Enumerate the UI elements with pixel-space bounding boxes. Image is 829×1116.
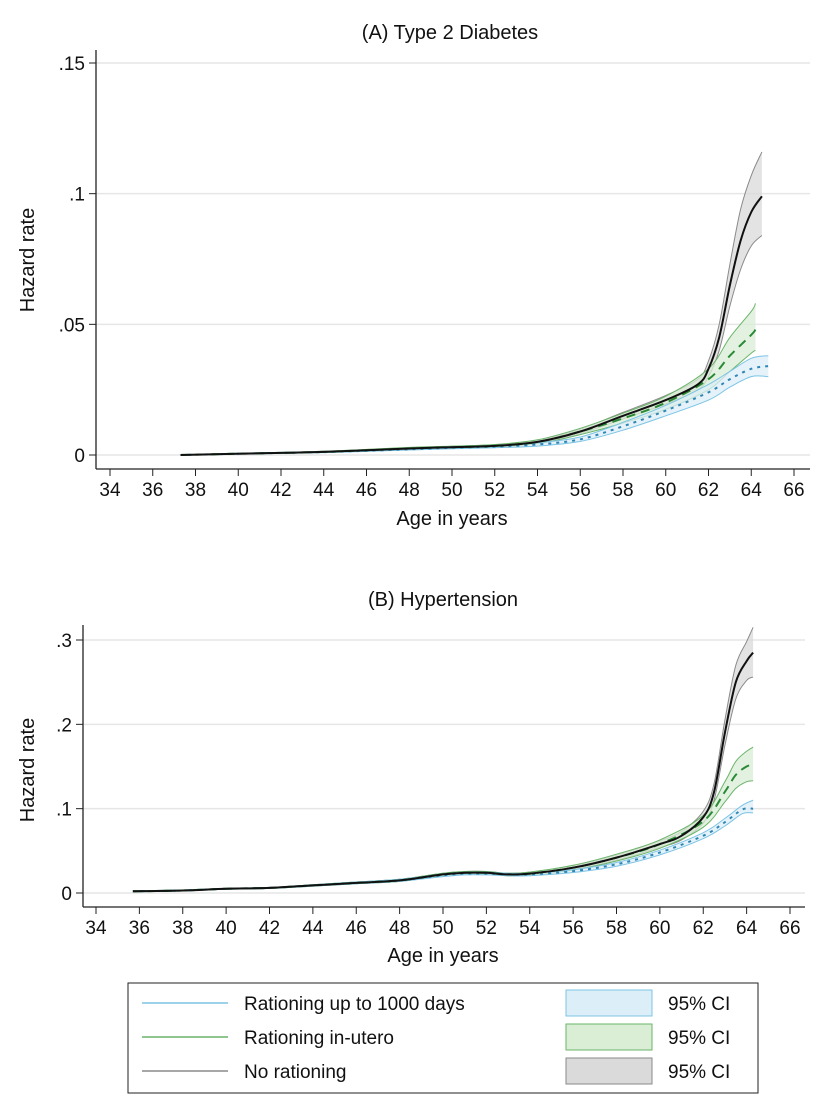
series-line-rationing-in-utero <box>180 328 757 456</box>
legend-box <box>127 982 759 1094</box>
y-tick-label: 0 <box>61 884 72 905</box>
x-tick-label: 38 <box>185 480 206 501</box>
x-tick-label: 48 <box>399 480 420 501</box>
y-tick-label: .2 <box>56 715 72 736</box>
panel-b-title: (B) Hypertension <box>368 589 518 611</box>
ci-lower-line <box>132 676 754 893</box>
y-tick-label: .1 <box>69 185 85 206</box>
x-tick-label: 34 <box>99 480 121 501</box>
panel-a-ylabel: Hazard rate <box>17 208 39 313</box>
x-tick-label: 58 <box>612 480 633 501</box>
ci-lower-line <box>180 235 763 456</box>
x-tick-label: 52 <box>484 480 505 501</box>
x-tick-label: 54 <box>519 918 541 939</box>
ci-band <box>132 800 754 892</box>
x-tick-label: 36 <box>129 918 150 939</box>
ci-band <box>132 747 754 892</box>
x-tick-label: 60 <box>655 480 676 501</box>
series-line-no-rationing <box>132 651 754 893</box>
legend-ci-label: 95% CI <box>668 1062 730 1083</box>
x-tick-label: 36 <box>142 480 163 501</box>
x-tick-label: 40 <box>228 480 249 501</box>
legend-ci-swatch <box>565 1057 653 1085</box>
series-line-rationing-in-utero <box>132 763 754 893</box>
x-tick-label: 46 <box>346 918 367 939</box>
x-tick-label: 44 <box>302 918 324 939</box>
x-tick-label: 64 <box>741 480 763 501</box>
panel-a-type2-diabetes: (A) Type 2 Diabetes Age in years Hazard … <box>17 22 810 530</box>
panel-b-ylabel: Hazard rate <box>17 718 39 823</box>
x-tick-label: 42 <box>270 480 291 501</box>
ci-lower-line <box>180 375 769 456</box>
x-tick-label: 46 <box>356 480 377 501</box>
x-tick-label: 54 <box>527 480 549 501</box>
x-tick-label: 50 <box>432 918 453 939</box>
legend-ci-swatch <box>565 989 653 1017</box>
x-tick-label: 44 <box>313 480 335 501</box>
x-tick-label: 58 <box>606 918 627 939</box>
ci-upper-line <box>132 746 754 892</box>
panel-b-hypertension: (B) Hypertension Age in years Hazard rat… <box>17 589 805 967</box>
ci-upper-line <box>180 303 756 456</box>
x-tick-label: 40 <box>216 918 237 939</box>
x-tick-label: 42 <box>259 918 280 939</box>
x-tick-label: 52 <box>476 918 497 939</box>
x-tick-label: 64 <box>736 918 758 939</box>
x-tick-label: 34 <box>85 918 107 939</box>
x-tick-label: 48 <box>389 918 410 939</box>
x-tick-label: 66 <box>779 918 800 939</box>
legend-label: Rationing in-utero <box>244 1028 394 1049</box>
x-tick-label: 66 <box>783 480 804 501</box>
legend-label: Rationing up to 1000 days <box>244 994 465 1015</box>
y-tick-label: .15 <box>59 54 85 75</box>
x-tick-label: 56 <box>570 480 591 501</box>
series-line-no-rationing <box>180 195 763 456</box>
panel-b-xlabel: Age in years <box>387 945 498 967</box>
panel-a-xlabel: Age in years <box>396 508 507 530</box>
legend-ci-label: 95% CI <box>668 994 730 1015</box>
legend-label: No rationing <box>244 1062 346 1083</box>
panel-a-title: (A) Type 2 Diabetes <box>362 22 538 44</box>
legend: Rationing up to 1000 days 95% CI Rationing… <box>127 982 759 1094</box>
legend-ci-label: 95% CI <box>668 1028 730 1049</box>
x-tick-label: 50 <box>441 480 462 501</box>
x-tick-label: 62 <box>698 480 719 501</box>
x-tick-label: 60 <box>649 918 670 939</box>
y-tick-label: .1 <box>56 800 72 821</box>
ci-band <box>180 303 756 455</box>
y-tick-label: .05 <box>59 315 85 336</box>
legend-ci-swatch <box>565 1023 653 1051</box>
y-tick-label: 0 <box>74 446 85 467</box>
x-tick-label: 56 <box>563 918 584 939</box>
x-tick-label: 38 <box>172 918 193 939</box>
x-tick-label: 62 <box>693 918 714 939</box>
y-tick-label: .3 <box>56 631 72 652</box>
